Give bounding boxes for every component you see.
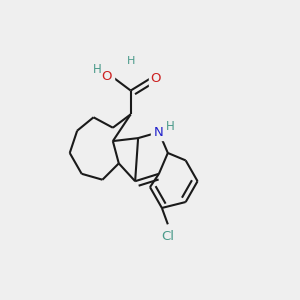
Text: H: H [93, 63, 101, 76]
Bar [100, 69, 114, 84]
Bar [90, 62, 104, 76]
Bar [148, 70, 164, 86]
Text: H: H [127, 56, 135, 66]
Text: O: O [151, 72, 161, 85]
Text: H: H [166, 120, 175, 133]
Bar [123, 54, 138, 69]
Text: N: N [154, 126, 164, 139]
Bar [163, 119, 178, 134]
Text: Cl: Cl [161, 230, 174, 243]
Text: O: O [102, 70, 112, 83]
Bar [157, 229, 179, 244]
Bar [152, 125, 166, 140]
